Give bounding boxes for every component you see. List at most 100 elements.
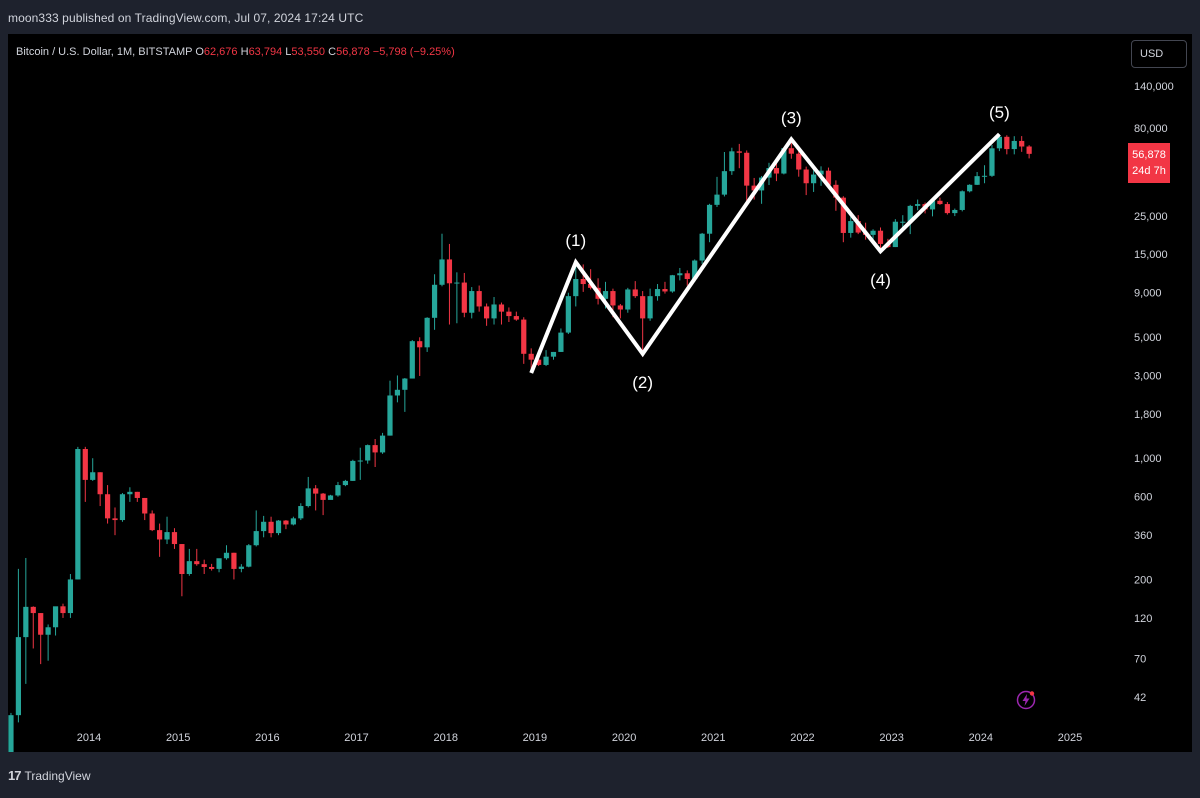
high-label: H (240, 46, 249, 58)
wave-label: (2) (632, 373, 653, 392)
last-price-value: 56,878 (1132, 149, 1166, 161)
candle-body (1004, 136, 1010, 150)
candle-body (52, 606, 59, 628)
candle-body (75, 449, 81, 580)
candle-body (238, 566, 244, 569)
candle-body (602, 291, 609, 299)
change-value: −5,798 (−9.25%) (372, 46, 455, 58)
candle-body (640, 296, 646, 319)
wave-label: (4) (870, 270, 891, 289)
x-tick-label: 2016 (255, 732, 279, 744)
y-tick-label: 1,000 (1134, 453, 1162, 465)
candle-body (409, 341, 415, 379)
y-tick-label: 120 (1134, 613, 1152, 625)
candle-body (223, 552, 230, 559)
bottom-bar (0, 752, 1200, 798)
brand-name: TradingView (24, 768, 91, 783)
candle-body (134, 491, 140, 498)
open-value: 62,676 (203, 46, 238, 58)
elliott-wave-line (529, 132, 1001, 374)
candle-body (803, 169, 809, 184)
lightning-icon[interactable] (1016, 690, 1036, 710)
candle-body (677, 273, 683, 276)
candle-body (818, 170, 824, 175)
candle-body (729, 151, 735, 172)
publish-info: moon333 published on TradingView.com, Ju… (8, 11, 364, 25)
candle-body (335, 485, 341, 496)
candle-body (498, 304, 505, 312)
candle-body (625, 289, 631, 310)
candle-body (929, 200, 936, 210)
candle-body (521, 319, 527, 354)
candle-body (491, 304, 497, 319)
candle-body (476, 291, 482, 307)
y-tick-label: 3,000 (1134, 370, 1162, 382)
candle-body (721, 171, 728, 195)
candle-body (840, 197, 846, 233)
low-value: 53,550 (291, 46, 326, 58)
candle-body (60, 606, 66, 614)
y-tick-label: 1,800 (1134, 409, 1162, 421)
y-tick-label: 200 (1134, 574, 1152, 586)
candle-body (981, 175, 988, 177)
candle-body (313, 488, 319, 494)
candle-body (952, 209, 958, 214)
candle-body (506, 311, 512, 317)
candle-body (944, 204, 950, 214)
candle-body (870, 230, 876, 235)
candle-body (855, 221, 861, 233)
candle-body (573, 278, 579, 297)
candle-body (201, 564, 207, 567)
wave-label: (3) (781, 108, 802, 127)
x-tick-label: 2014 (77, 732, 101, 744)
currency-button[interactable]: USD (1131, 40, 1187, 68)
candle-body (231, 552, 237, 569)
candle-body (104, 494, 111, 519)
y-tick-label: 9,000 (1134, 288, 1162, 300)
y-tick-label: 140,000 (1134, 81, 1174, 93)
candle-body (536, 359, 542, 365)
wave-label: (1) (565, 231, 586, 250)
x-tick-label: 2017 (344, 732, 368, 744)
candle-body (164, 532, 170, 540)
candle-body (350, 460, 356, 481)
candle-body (989, 148, 995, 176)
candle-body (97, 472, 103, 495)
chart-area[interactable] (8, 34, 1192, 752)
candle-body (82, 449, 88, 480)
candle-body (157, 530, 163, 540)
candle-body (379, 435, 386, 453)
candle-body (246, 545, 252, 567)
candle-body (23, 606, 29, 638)
candle-body (825, 170, 832, 185)
candle-body (327, 495, 334, 500)
x-tick-label: 2024 (969, 732, 993, 744)
candle-body (967, 184, 973, 192)
candle-body (877, 230, 884, 244)
candle-body (811, 174, 817, 184)
candle-body (461, 282, 467, 313)
candle-body (662, 289, 668, 292)
symbol-name: Bitcoin / U.S. Dollar, 1M, BITSTAMP (16, 46, 193, 58)
y-tick-label: 5,000 (1134, 332, 1162, 344)
x-tick-label: 2020 (612, 732, 636, 744)
candle-body (305, 488, 311, 507)
candle-body (751, 185, 757, 191)
candle-body (446, 259, 453, 284)
candle-body (654, 289, 661, 297)
candle-body (588, 284, 594, 288)
candle-body (788, 148, 794, 154)
candle-body (209, 566, 215, 569)
candle-body (580, 278, 586, 285)
candle-body (714, 194, 720, 205)
candle-body (974, 176, 980, 185)
candle-body (781, 148, 787, 174)
candle-body (283, 520, 289, 525)
wave-label: (5) (989, 103, 1010, 122)
tradingview-brand[interactable]: 17 TradingView (8, 768, 91, 783)
candle-body (706, 204, 713, 234)
x-tick-label: 2023 (879, 732, 903, 744)
candle-body (112, 518, 118, 521)
candle-body (342, 480, 348, 486)
